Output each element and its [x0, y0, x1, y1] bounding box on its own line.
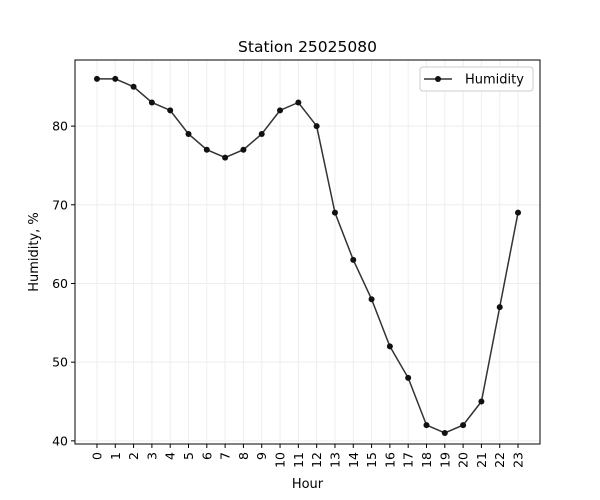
y-axis-label: Humidity, % — [27, 212, 42, 292]
data-point — [167, 107, 174, 114]
x-tick-label: 13 — [327, 452, 342, 468]
data-point — [386, 343, 393, 350]
y-tick-label: 60 — [52, 276, 68, 291]
x-tick-label: 16 — [382, 452, 397, 468]
data-point — [496, 304, 503, 311]
data-point — [460, 422, 467, 429]
y-tick-label: 50 — [52, 355, 68, 370]
grid — [75, 60, 540, 444]
y-tick-label: 70 — [52, 197, 68, 212]
data-point — [405, 374, 412, 381]
x-axis-ticks: 0 1 2 3 4 5 6 7 8 9 10 11 12 13 14 15 16 17 18 19 20 21 22 23 — [89, 444, 526, 468]
x-tick-label: 11 — [291, 452, 306, 468]
x-tick-label: 17 — [401, 452, 416, 468]
data-point — [203, 146, 210, 153]
legend-label: Humidity — [465, 73, 524, 88]
data-point — [93, 75, 100, 82]
x-tick-label: 21 — [474, 452, 489, 468]
data-point — [112, 75, 119, 82]
y-axis-ticks: 40 50 60 70 80 — [52, 119, 75, 448]
x-tick-label: 23 — [511, 452, 526, 468]
x-tick-label: 3 — [144, 452, 159, 460]
chart-title: Station 25025080 — [238, 38, 377, 56]
x-axis-label: Hour — [292, 477, 324, 492]
data-point — [258, 130, 265, 137]
x-tick-label: 8 — [236, 452, 251, 460]
x-tick-label: 4 — [163, 452, 178, 460]
data-point — [368, 296, 375, 303]
data-point — [185, 130, 192, 137]
x-tick-label: 6 — [199, 452, 214, 460]
data-point — [423, 422, 430, 429]
data-point — [350, 256, 357, 263]
x-tick-label: 1 — [108, 452, 123, 460]
x-tick-label: 2 — [126, 452, 141, 460]
y-tick-label: 40 — [52, 433, 68, 448]
x-tick-label: 0 — [89, 452, 104, 460]
data-point — [441, 429, 448, 436]
x-tick-label: 5 — [181, 452, 196, 460]
legend: Humidity — [419, 66, 534, 92]
data-point — [277, 107, 284, 114]
data-point — [222, 154, 229, 161]
series-line — [96, 78, 519, 434]
x-tick-label: 9 — [254, 452, 269, 460]
x-tick-label: 7 — [218, 452, 233, 460]
series-humidity — [93, 75, 522, 436]
x-tick-label: 10 — [273, 452, 288, 468]
data-point — [240, 146, 247, 153]
data-point — [148, 99, 155, 106]
x-tick-label: 20 — [456, 452, 471, 468]
y-tick-label: 80 — [52, 119, 68, 134]
plot-frame — [74, 59, 541, 445]
legend-marker-swatch — [435, 76, 441, 82]
data-point — [130, 83, 137, 90]
data-point — [478, 398, 485, 405]
legend-box — [419, 66, 534, 92]
x-tick-label: 14 — [346, 452, 361, 468]
x-tick-label: 18 — [419, 452, 434, 468]
data-point — [515, 209, 522, 216]
data-point — [295, 99, 302, 106]
data-point — [313, 123, 320, 130]
x-tick-label: 19 — [437, 452, 452, 468]
x-tick-label: 22 — [492, 452, 507, 468]
data-point — [331, 209, 338, 216]
x-tick-label: 12 — [309, 452, 324, 468]
x-tick-label: 15 — [364, 452, 379, 468]
